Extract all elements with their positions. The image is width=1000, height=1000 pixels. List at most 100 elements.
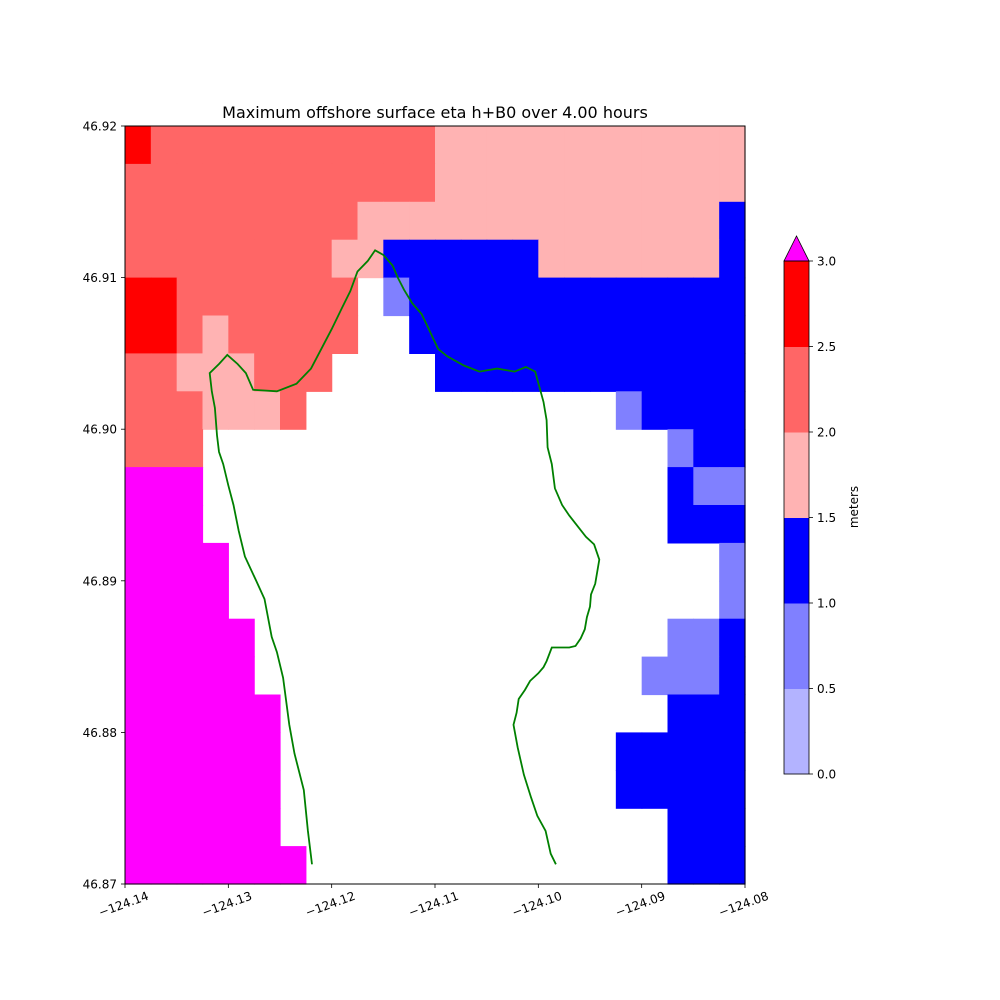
heatmap-cell bbox=[615, 277, 643, 317]
colorbar: 0.0 0.5 1.0 1.5 2.0 2.5 3.0 meters bbox=[783, 235, 861, 782]
heatmap-cell bbox=[254, 808, 281, 847]
heatmap-cell bbox=[228, 846, 255, 885]
heatmap-cell bbox=[460, 239, 488, 279]
heatmap-cell bbox=[435, 163, 462, 203]
heatmap-cell bbox=[435, 201, 462, 241]
heatmap-cell bbox=[512, 315, 539, 354]
heatmap-cell bbox=[460, 126, 488, 165]
heatmap-cell bbox=[383, 277, 410, 317]
coastline bbox=[208, 249, 601, 865]
heatmap-cell bbox=[202, 846, 229, 885]
heatmap-cell bbox=[667, 732, 694, 771]
heatmap-cell bbox=[667, 770, 694, 809]
heatmap-cell bbox=[435, 353, 462, 392]
heatmap-cell bbox=[125, 126, 152, 165]
x-tick-label: −124.13 bbox=[200, 889, 254, 920]
heatmap-cell bbox=[150, 732, 178, 771]
heatmap-cell bbox=[693, 467, 720, 506]
heatmap-cell bbox=[125, 694, 152, 733]
colorbar-tick-label: 3.0 bbox=[817, 255, 836, 269]
heatmap-cell bbox=[305, 239, 333, 279]
heatmap-cell bbox=[512, 163, 539, 203]
colorbar-band bbox=[784, 346, 809, 433]
heatmap-cell bbox=[641, 277, 669, 317]
heatmap-cell bbox=[667, 315, 694, 354]
heatmap-cell bbox=[719, 618, 746, 658]
heatmap-cell bbox=[538, 277, 565, 317]
heatmap-cell bbox=[693, 391, 720, 430]
heatmap-cell bbox=[125, 808, 152, 847]
heatmap-cell bbox=[564, 277, 591, 317]
heatmap-cell bbox=[538, 315, 565, 354]
y-tick-label: 46.91 bbox=[83, 271, 117, 285]
heatmap-cell bbox=[719, 808, 746, 847]
heatmap-cell bbox=[254, 353, 281, 392]
colorbar-tick-label: 1.0 bbox=[817, 597, 836, 611]
heatmap-cell bbox=[228, 732, 255, 771]
y-tick-label: 46.89 bbox=[83, 574, 117, 588]
heatmap-cell bbox=[693, 618, 720, 658]
heatmap-cell bbox=[202, 732, 229, 771]
x-axis: −124.14 −124.13 −124.12 −124.11 −124.10 −124.… bbox=[97, 884, 770, 920]
heatmap-cell bbox=[460, 353, 488, 392]
heatmap-cell bbox=[228, 694, 255, 733]
heatmap-cell bbox=[280, 201, 307, 241]
heatmap-cell bbox=[176, 580, 204, 620]
heatmap-cell bbox=[615, 201, 643, 241]
heatmap-cell bbox=[564, 353, 591, 392]
y-tick-label: 46.87 bbox=[83, 878, 117, 892]
heatmap-cell bbox=[667, 467, 694, 506]
heatmap-cell bbox=[693, 429, 720, 468]
x-tick-label: −124.12 bbox=[303, 889, 357, 920]
heatmap-cell bbox=[150, 277, 178, 317]
heatmap-cell bbox=[280, 163, 307, 203]
heatmap-cell bbox=[667, 808, 694, 847]
heatmap-cell bbox=[228, 201, 255, 241]
heatmap-cell bbox=[615, 391, 643, 430]
heatmap-cell bbox=[202, 315, 229, 354]
heatmap-cell bbox=[693, 315, 720, 354]
heatmap-cell bbox=[202, 277, 229, 317]
colorbar-band bbox=[784, 432, 809, 518]
heatmap-cell bbox=[254, 694, 281, 733]
heatmap-cell bbox=[125, 163, 152, 203]
heatmap-cell bbox=[331, 126, 359, 165]
heatmap-cell bbox=[228, 163, 255, 203]
heatmap-cell bbox=[254, 846, 281, 885]
heatmap-cell bbox=[667, 391, 694, 430]
heatmap-cell bbox=[693, 694, 720, 733]
plot-area bbox=[124, 125, 746, 885]
heatmap-cell bbox=[719, 580, 746, 620]
heatmap-cell bbox=[719, 467, 746, 506]
heatmap-cell bbox=[125, 580, 152, 620]
heatmap-cell bbox=[719, 770, 746, 809]
heatmap-cell bbox=[564, 163, 591, 203]
heatmap-cell bbox=[538, 353, 565, 392]
heatmap-cell bbox=[176, 391, 204, 430]
heatmap-cell bbox=[538, 201, 565, 241]
heatmap-cell bbox=[693, 770, 720, 809]
coastline-layer bbox=[208, 249, 601, 865]
heatmap-cell bbox=[693, 846, 720, 885]
heatmap-cell bbox=[176, 656, 204, 696]
heatmap-cell bbox=[202, 353, 229, 392]
heatmap-cell bbox=[693, 353, 720, 392]
heatmap-cell bbox=[331, 239, 359, 279]
heatmap-cell bbox=[176, 846, 204, 885]
heatmap-cell bbox=[280, 315, 307, 354]
heatmap-cell bbox=[150, 505, 178, 544]
colorbar-tick-label: 2.0 bbox=[817, 426, 836, 440]
heatmap-cell bbox=[383, 201, 410, 241]
heatmap-cell bbox=[176, 732, 204, 771]
heatmap-cell bbox=[641, 353, 669, 392]
heatmap-cell bbox=[305, 163, 333, 203]
chart-title: Maximum offshore surface eta h+B0 over 4… bbox=[222, 103, 648, 122]
heatmap-cell bbox=[150, 353, 178, 392]
heatmap-cell bbox=[512, 353, 539, 392]
heatmap-cell bbox=[719, 163, 746, 203]
heatmap-cell bbox=[486, 277, 514, 317]
heatmap-cell bbox=[486, 239, 514, 279]
heatmap-cell bbox=[460, 201, 488, 241]
heatmap-cell bbox=[564, 201, 591, 241]
heatmap-cell bbox=[590, 277, 617, 317]
